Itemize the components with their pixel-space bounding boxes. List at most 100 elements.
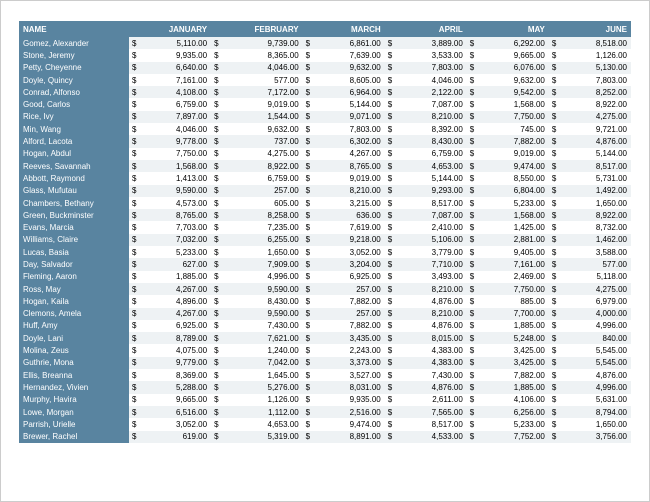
table-row: Abbott, Raymond$1,413.00$6,759.00$9,019.… [19,172,631,184]
currency-symbol: $ [129,394,137,406]
cell-value: 6,256.00 [475,406,549,418]
cell-value: 4,383.00 [393,344,467,356]
cell-value: 3,052.00 [137,418,211,430]
cell-value: 3,493.00 [393,271,467,283]
cell-value: 7,161.00 [137,74,211,86]
cell-value: 9,721.00 [557,123,631,135]
cell-value: 9,935.00 [137,49,211,61]
cell-value: 3,052.00 [311,246,385,258]
cell-value: 9,019.00 [219,98,303,110]
currency-symbol: $ [549,357,557,369]
cell-value: 1,126.00 [557,49,631,61]
table-row: Doyle, Lani$8,789.00$7,621.00$3,435.00$8… [19,332,631,344]
cell-value: 3,215.00 [311,197,385,209]
currency-symbol: $ [549,431,557,443]
cell-value: 2,469.00 [475,271,549,283]
cell-value: 6,964.00 [311,86,385,98]
currency-symbol: $ [129,357,137,369]
cell-value: 3,588.00 [557,246,631,258]
currency-symbol: $ [211,369,219,381]
cell-value: 8,891.00 [311,431,385,443]
currency-symbol: $ [129,209,137,221]
cell-value: 9,019.00 [475,148,549,160]
cell-value: 8,210.00 [393,111,467,123]
currency-symbol: $ [549,271,557,283]
table-row: Lucas, Basia$5,233.00$1,650.00$3,052.00$… [19,246,631,258]
cell-value: 8,365.00 [219,49,303,61]
cell-value: 9,405.00 [475,246,549,258]
currency-symbol: $ [549,98,557,110]
col-name: NAME [19,21,129,37]
currency-symbol: $ [211,295,219,307]
header-row: NAME JANUARY FEBRUARY MARCH APRIL MAY JU… [19,21,631,37]
cell-value: 3,425.00 [475,357,549,369]
table-row: Chambers, Bethany$4,573.00$605.00$3,215.… [19,197,631,209]
currency-symbol: $ [467,37,475,49]
table-row: Ross, May$4,267.00$9,590.00$257.00$8,210… [19,283,631,295]
cell-value: 9,474.00 [475,160,549,172]
cell-value: 8,922.00 [557,209,631,221]
currency-symbol: $ [129,283,137,295]
cell-value: 4,876.00 [393,295,467,307]
currency-symbol: $ [211,344,219,356]
cell-value: 9,590.00 [137,185,211,197]
cell-value: 4,275.00 [557,111,631,123]
currency-symbol: $ [385,357,393,369]
currency-symbol: $ [129,37,137,49]
cell-name: Min, Wang [19,123,129,135]
currency-symbol: $ [211,74,219,86]
cell-value: 9,542.00 [475,86,549,98]
table-row: Hernandez, Vivien$5,288.00$5,276.00$8,03… [19,381,631,393]
cell-value: 9,778.00 [137,135,211,147]
currency-symbol: $ [211,123,219,135]
currency-symbol: $ [467,209,475,221]
currency-symbol: $ [385,123,393,135]
cell-value: 8,210.00 [393,283,467,295]
cell-value: 5,233.00 [475,418,549,430]
cell-value: 257.00 [311,283,385,295]
currency-symbol: $ [549,369,557,381]
cell-value: 8,605.00 [311,74,385,86]
currency-symbol: $ [549,209,557,221]
currency-symbol: $ [129,332,137,344]
cell-value: 3,779.00 [393,246,467,258]
currency-symbol: $ [129,62,137,74]
currency-symbol: $ [385,185,393,197]
cell-value: 3,527.00 [311,369,385,381]
cell-value: 8,922.00 [219,160,303,172]
currency-symbol: $ [385,295,393,307]
table-row: Min, Wang$4,046.00$9,632.00$7,803.00$8,3… [19,123,631,135]
cell-value: 7,430.00 [393,369,467,381]
cell-value: 8,210.00 [311,185,385,197]
cell-value: 4,876.00 [557,135,631,147]
currency-symbol: $ [385,74,393,86]
cell-value: 9,632.00 [219,123,303,135]
data-table: NAME JANUARY FEBRUARY MARCH APRIL MAY JU… [19,21,631,443]
currency-symbol: $ [129,246,137,258]
currency-symbol: $ [303,74,311,86]
table-row: Alford, Lacota$9,778.00$737.00$6,302.00$… [19,135,631,147]
table-row: Clemons, Amela$4,267.00$9,590.00$257.00$… [19,308,631,320]
currency-symbol: $ [211,197,219,209]
cell-value: 6,759.00 [393,148,467,160]
currency-symbol: $ [549,135,557,147]
cell-value: 4,000.00 [557,308,631,320]
cell-value: 577.00 [219,74,303,86]
cell-value: 3,889.00 [393,37,467,49]
cell-value: 8,015.00 [393,332,467,344]
currency-symbol: $ [549,148,557,160]
cell-name: Huff, Amy [19,320,129,332]
cell-value: 619.00 [137,431,211,443]
cell-value: 1,650.00 [557,418,631,430]
cell-name: Reeves, Savannah [19,160,129,172]
currency-symbol: $ [303,271,311,283]
cell-name: Day, Salvador [19,258,129,270]
table-row: Huff, Amy$6,925.00$7,430.00$7,882.00$4,8… [19,320,631,332]
cell-value: 4,267.00 [137,308,211,320]
cell-value: 8,518.00 [557,37,631,49]
cell-value: 5,248.00 [475,332,549,344]
currency-symbol: $ [385,234,393,246]
cell-value: 3,533.00 [393,49,467,61]
cell-value: 5,110.00 [137,37,211,49]
cell-value: 9,779.00 [137,357,211,369]
